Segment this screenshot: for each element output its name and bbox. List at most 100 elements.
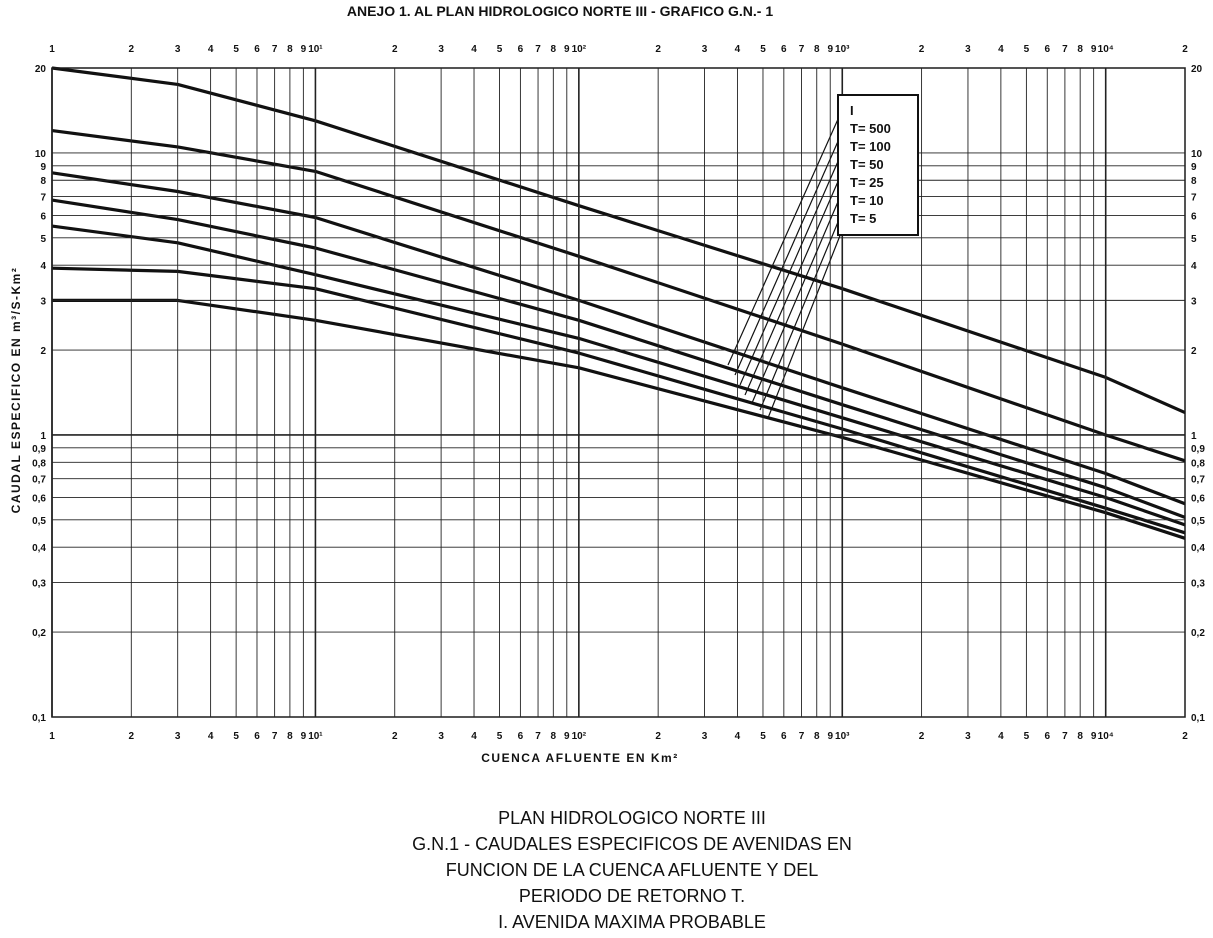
x-tick-label: 5 xyxy=(1024,44,1030,55)
y-tick-label: 0,5 xyxy=(32,516,46,527)
y-tick-label: 0,6 xyxy=(1191,494,1205,505)
x-tick-label: 8 xyxy=(287,44,293,55)
y-tick-label: 0,4 xyxy=(1191,543,1205,554)
y-tick-label: 7 xyxy=(1191,193,1197,204)
x-tick-label: 3 xyxy=(702,731,708,742)
grid: 11223344556677889910¹10¹2233445566778899… xyxy=(32,44,1205,742)
plot-frame xyxy=(51,67,1186,718)
y-tick-label: 4 xyxy=(40,261,46,272)
x-tick-label: 2 xyxy=(919,44,925,55)
y-tick-label: 20 xyxy=(35,64,47,75)
x-tick-label: 10⁴ xyxy=(1098,44,1114,55)
legend-entry: T= 5 xyxy=(850,211,876,226)
x-tick-label: 10² xyxy=(572,731,587,742)
x-tick-label: 6 xyxy=(1044,44,1050,55)
x-tick-label: 4 xyxy=(735,44,741,55)
x-tick-label: 4 xyxy=(208,44,214,55)
y-tick-label: 0,2 xyxy=(1191,628,1205,639)
y-tick-label: 3 xyxy=(40,296,46,307)
x-tick-label: 6 xyxy=(1044,731,1050,742)
y-tick-label: 0,8 xyxy=(32,458,46,469)
x-tick-label: 7 xyxy=(1062,44,1068,55)
x-axis-label: CUENCA AFLUENTE EN Km² xyxy=(481,751,678,765)
x-tick-label: 5 xyxy=(760,44,766,55)
y-tick-label: 6 xyxy=(1191,211,1197,222)
y-tick-label: 1 xyxy=(40,431,46,442)
x-tick-label: 2 xyxy=(129,731,135,742)
legend-entry: T= 100 xyxy=(850,139,891,154)
y-tick-label: 10 xyxy=(35,149,47,160)
x-tick-label: 4 xyxy=(471,731,477,742)
y-tick-label: 9 xyxy=(1191,162,1197,173)
caption: PLAN HIDROLOGICO NORTE III G.N.1 - CAUDA… xyxy=(412,808,852,932)
x-tick-label: 7 xyxy=(799,44,805,55)
x-tick-label: 8 xyxy=(1077,44,1083,55)
x-tick-label: 2 xyxy=(919,731,925,742)
x-tick-label: 9 xyxy=(301,44,307,55)
x-tick-label: 2 xyxy=(392,731,398,742)
x-tick-label: 9 xyxy=(827,44,833,55)
x-tick-label: 10³ xyxy=(835,731,850,742)
y-tick-label: 2 xyxy=(40,346,46,357)
chart-title: ANEJO 1. AL PLAN HIDROLOGICO NORTE III -… xyxy=(347,3,773,19)
x-tick-label: 4 xyxy=(208,731,214,742)
x-tick-label: 5 xyxy=(233,44,239,55)
legend-box xyxy=(837,94,919,236)
y-tick-label: 9 xyxy=(40,162,46,173)
x-tick-label: 9 xyxy=(301,731,307,742)
x-tick-label: 5 xyxy=(497,731,503,742)
y-tick-label: 0,9 xyxy=(32,444,46,455)
leader-lines xyxy=(727,107,844,419)
x-tick-label: 2 xyxy=(655,731,661,742)
x-tick-label: 8 xyxy=(551,44,557,55)
x-tick-label: 8 xyxy=(551,731,557,742)
x-tick-label: 7 xyxy=(272,44,278,55)
x-tick-label: 2 xyxy=(1182,44,1188,55)
x-tick-label: 6 xyxy=(254,44,260,55)
x-tick-label: 6 xyxy=(254,731,260,742)
x-tick-label: 1 xyxy=(49,44,55,55)
x-tick-label: 7 xyxy=(272,731,278,742)
y-tick-label: 5 xyxy=(40,234,46,245)
caption-line: PLAN HIDROLOGICO NORTE III xyxy=(498,808,766,828)
series-line xyxy=(52,298,1186,540)
x-tick-label: 7 xyxy=(535,44,541,55)
y-tick-label: 7 xyxy=(40,193,46,204)
leader-line xyxy=(744,169,844,396)
leader-line xyxy=(727,107,844,366)
x-tick-label: 5 xyxy=(233,731,239,742)
y-tick-label: 0,8 xyxy=(1191,458,1205,469)
y-tick-label: 4 xyxy=(1191,261,1197,272)
x-tick-label: 3 xyxy=(965,44,971,55)
legend-entry: T= 10 xyxy=(850,193,884,208)
y-tick-label: 0,7 xyxy=(32,475,46,486)
y-tick-label: 20 xyxy=(1191,64,1203,75)
x-tick-label: 2 xyxy=(1182,731,1188,742)
x-tick-label: 1 xyxy=(49,731,55,742)
x-tick-label: 9 xyxy=(564,44,570,55)
x-tick-label: 6 xyxy=(518,44,524,55)
y-tick-label: 0,5 xyxy=(1191,516,1205,527)
y-tick-label: 8 xyxy=(40,176,46,187)
y-tick-label: 0,4 xyxy=(32,543,46,554)
y-tick-label: 10 xyxy=(1191,149,1203,160)
x-tick-label: 2 xyxy=(655,44,661,55)
x-tick-label: 2 xyxy=(129,44,135,55)
series-line xyxy=(51,171,1186,506)
x-tick-label: 10¹ xyxy=(308,44,323,55)
leader-line xyxy=(751,189,844,404)
x-tick-label: 8 xyxy=(814,44,820,55)
legend-entry: T= 50 xyxy=(850,157,884,172)
y-tick-label: 0,3 xyxy=(32,578,46,589)
y-tick-label: 1 xyxy=(1191,431,1197,442)
x-tick-label: 7 xyxy=(799,731,805,742)
x-tick-label: 10³ xyxy=(835,44,850,55)
legend-entry: T= 500 xyxy=(850,121,891,136)
x-tick-label: 10² xyxy=(572,44,587,55)
y-tick-label: 0,7 xyxy=(1191,475,1205,486)
y-tick-label: 0,9 xyxy=(1191,444,1205,455)
leader-line xyxy=(739,149,844,386)
caption-line: G.N.1 - CAUDALES ESPECIFICOS DE AVENIDAS… xyxy=(412,834,852,854)
legend-entry: T= 25 xyxy=(850,175,884,190)
